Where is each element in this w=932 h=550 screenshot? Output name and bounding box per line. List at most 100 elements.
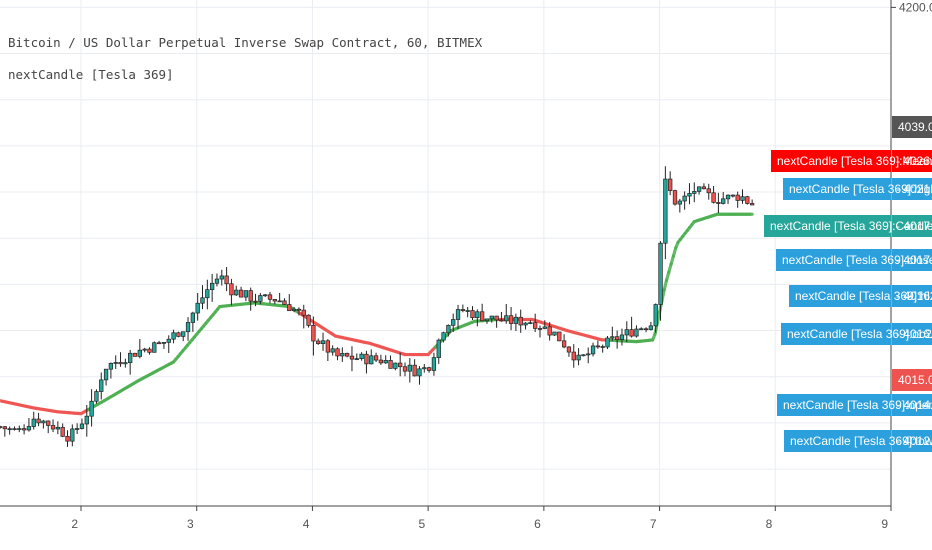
candle-body <box>2 426 7 430</box>
label-value: - 4017.1 <box>896 253 932 267</box>
candle <box>267 291 273 304</box>
candle-body <box>209 282 215 291</box>
candle-body <box>224 275 229 285</box>
candle <box>672 189 678 206</box>
candle <box>243 290 249 302</box>
candle-body <box>248 290 253 302</box>
candle-body <box>716 202 721 204</box>
candle <box>745 195 750 205</box>
candle <box>103 368 109 386</box>
candle-body <box>711 192 716 203</box>
candle <box>248 287 253 311</box>
candle-body <box>277 300 282 303</box>
candle <box>561 334 567 349</box>
candle-body <box>181 331 186 337</box>
candle <box>407 358 412 383</box>
candle <box>301 304 306 329</box>
candle-body <box>60 426 65 437</box>
candle-body <box>701 186 707 190</box>
candle <box>50 419 56 433</box>
candle <box>296 307 302 316</box>
candle <box>412 359 417 377</box>
candle-body <box>557 331 562 342</box>
candle-body <box>301 309 306 316</box>
candle-body <box>142 348 147 351</box>
label-value-box <box>892 323 932 345</box>
candle <box>431 352 437 376</box>
candle <box>161 341 167 349</box>
candle <box>470 306 475 321</box>
candle <box>571 344 576 368</box>
label-value: - 4017.1 <box>896 219 932 233</box>
candle-body <box>272 298 277 302</box>
candle-body <box>152 342 157 353</box>
label-name-box <box>783 178 891 200</box>
candle-body <box>470 310 475 319</box>
indicator-label: nextCandle [Tesla 369]:Mean- 4026.0 <box>771 150 932 172</box>
candle-body <box>373 355 379 361</box>
candle-body <box>740 196 745 201</box>
label-name-box <box>771 150 891 172</box>
candle-body <box>721 198 726 204</box>
candle-body <box>147 348 152 353</box>
candle <box>508 306 514 331</box>
candle-body <box>354 358 359 361</box>
x-tick-label: 4 <box>303 517 310 531</box>
indicator-label: nextCandle [Tesla 369]:hl2- 4016.5 <box>789 285 932 307</box>
candle <box>306 314 311 328</box>
candle-body <box>393 362 398 369</box>
candle <box>354 353 359 361</box>
candle <box>311 316 316 356</box>
candle-body <box>653 304 658 327</box>
candle <box>277 292 282 303</box>
candle-body <box>682 195 687 202</box>
candle-body <box>451 319 456 326</box>
candle <box>643 327 649 333</box>
candle <box>359 352 364 361</box>
candle <box>272 298 277 305</box>
candle <box>663 166 668 260</box>
candle <box>542 320 547 330</box>
label-name-box <box>789 285 891 307</box>
candle <box>619 328 625 346</box>
label-name: nextCandle [Tesla 369]:close <box>782 253 932 267</box>
candle <box>460 304 466 313</box>
open-price-value: 4015.0 <box>898 373 932 387</box>
candle-body <box>417 368 422 377</box>
candle <box>7 426 12 435</box>
candle-body <box>542 326 547 329</box>
candle-body <box>349 355 355 360</box>
candle <box>378 354 384 365</box>
candle-body <box>383 360 388 364</box>
candle <box>84 404 89 437</box>
candle-body <box>118 362 123 365</box>
candle <box>677 198 682 213</box>
candle-body <box>436 339 441 358</box>
label-name: nextCandle [Tesla 369]:hl2 <box>795 289 932 303</box>
candle <box>692 182 697 203</box>
label-name: nextCandle [Tesla 369]:high <box>789 182 932 196</box>
candle <box>171 329 176 344</box>
candle-body <box>696 186 702 192</box>
candle <box>291 306 297 313</box>
candle <box>504 303 509 324</box>
candle <box>12 426 17 431</box>
candle-body <box>484 318 490 322</box>
candle-body <box>253 300 258 303</box>
candle-body <box>460 309 466 311</box>
current-price-value: 4039.0 <box>898 120 932 134</box>
candle-body <box>36 418 41 424</box>
candlestick-series <box>0 166 755 447</box>
candle <box>373 352 379 363</box>
candle <box>648 321 654 331</box>
label-value: - 4026.0 <box>896 154 932 168</box>
candle <box>320 332 326 351</box>
candle <box>383 355 388 364</box>
candle <box>166 335 171 354</box>
candle <box>711 185 716 204</box>
candle-body <box>504 315 509 322</box>
ma-segment <box>662 278 669 292</box>
candle-body <box>499 319 504 322</box>
candle-body <box>161 341 167 344</box>
